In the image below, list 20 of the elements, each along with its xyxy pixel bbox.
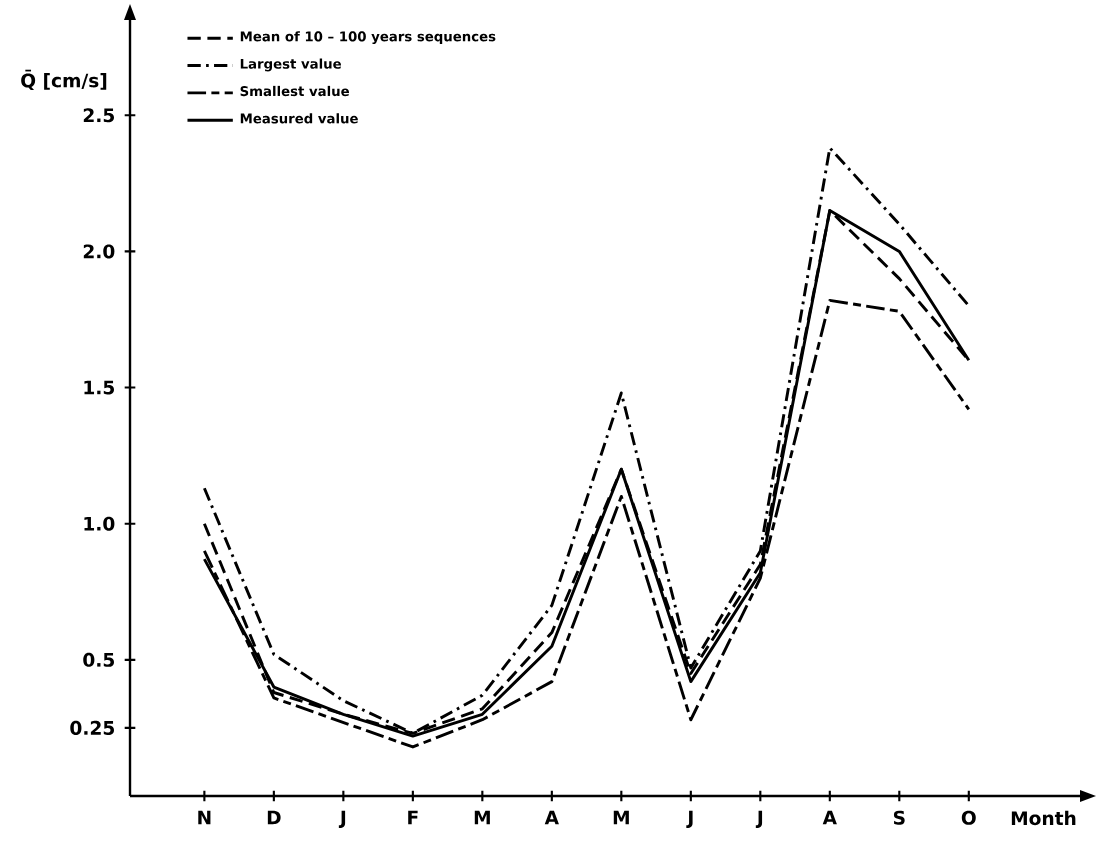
y-tick-label: 1.0 xyxy=(84,516,115,531)
y-tick-label: 0.5 xyxy=(83,652,114,667)
y-tick-label: 2.5 xyxy=(83,108,114,123)
x-tick-label: A xyxy=(544,810,559,825)
y-tick-label: 1.5 xyxy=(84,380,114,395)
x-tick-label: M xyxy=(474,810,490,825)
y-tick-label: 2.0 xyxy=(83,244,115,259)
y-axis-title: Q̄ [cm/s] xyxy=(21,69,107,90)
x-axis-title: Month xyxy=(1011,810,1076,826)
x-tick-label: J xyxy=(338,810,346,828)
x-tick-label: M xyxy=(613,810,629,825)
x-tick-label: D xyxy=(267,810,281,825)
y-tick-label: 0.25 xyxy=(70,720,114,735)
x-tick-label: J xyxy=(686,810,693,828)
x-tick-label: F xyxy=(408,810,418,825)
x-tick-label: S xyxy=(893,810,905,825)
x-tick-label: N xyxy=(198,810,211,825)
x-tick-label: A xyxy=(822,810,837,825)
x-tick-label: J xyxy=(755,810,763,828)
x-tick-label: O xyxy=(961,810,976,825)
